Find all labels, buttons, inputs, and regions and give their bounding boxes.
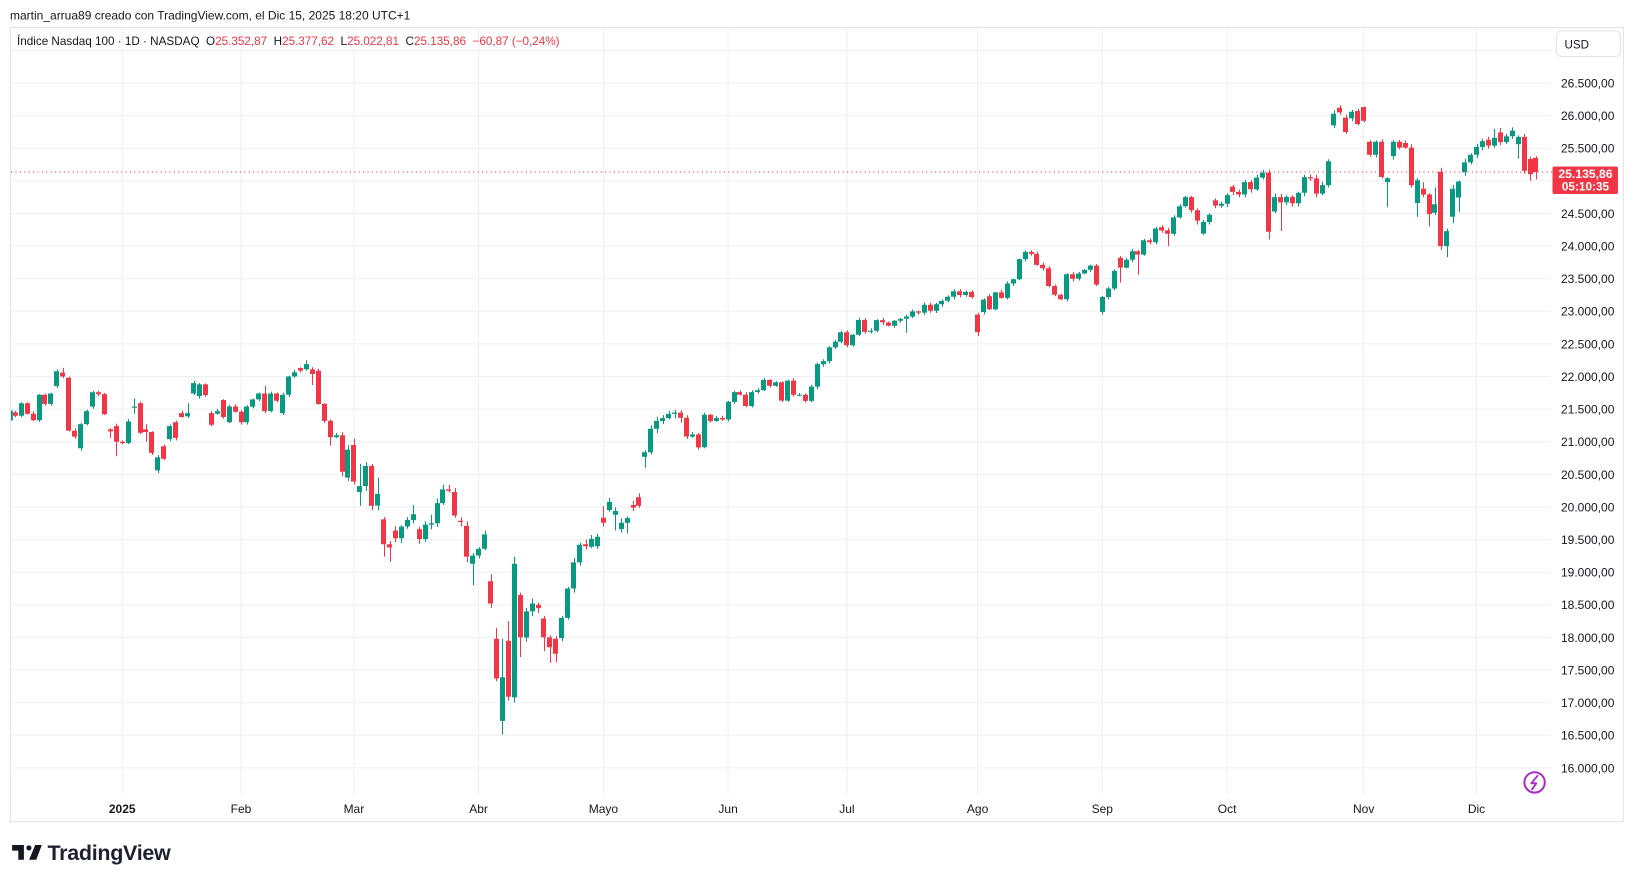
svg-text:Sep: Sep — [1092, 802, 1114, 816]
svg-text:17.500,00: 17.500,00 — [1561, 664, 1615, 678]
svg-text:Jul: Jul — [839, 802, 854, 816]
svg-text:23.500,00: 23.500,00 — [1561, 272, 1615, 286]
svg-text:Feb: Feb — [231, 802, 252, 816]
svg-text:2025: 2025 — [109, 802, 136, 816]
svg-text:21.000,00: 21.000,00 — [1561, 435, 1615, 449]
svg-text:22.000,00: 22.000,00 — [1561, 370, 1615, 384]
svg-text:20.500,00: 20.500,00 — [1561, 468, 1615, 482]
svg-text:Mayo: Mayo — [589, 802, 619, 816]
svg-text:26.000,00: 26.000,00 — [1561, 109, 1615, 123]
svg-text:Jun: Jun — [718, 802, 737, 816]
svg-text:26.500,00: 26.500,00 — [1561, 76, 1615, 90]
svg-text:Dic: Dic — [1468, 802, 1485, 816]
svg-text:21.500,00: 21.500,00 — [1561, 403, 1615, 417]
svg-text:TradingView: TradingView — [48, 841, 172, 865]
svg-text:Oct: Oct — [1218, 802, 1237, 816]
svg-text:19.500,00: 19.500,00 — [1561, 533, 1615, 547]
svg-text:Mar: Mar — [344, 802, 365, 816]
svg-text:05:10:35: 05:10:35 — [1562, 180, 1610, 194]
svg-text:Nov: Nov — [1353, 802, 1374, 816]
svg-text:25.135,86: 25.135,86 — [1558, 167, 1612, 181]
svg-text:martin_arrua89 creado con Trad: martin_arrua89 creado con TradingView.co… — [10, 9, 411, 23]
svg-text:17.000,00: 17.000,00 — [1561, 696, 1615, 710]
svg-text:USD: USD — [1565, 38, 1589, 51]
svg-text:22.500,00: 22.500,00 — [1561, 337, 1615, 351]
svg-text:19.000,00: 19.000,00 — [1561, 566, 1615, 580]
svg-text:20.000,00: 20.000,00 — [1561, 500, 1615, 514]
svg-text:Ago: Ago — [967, 802, 989, 816]
svg-text:24.000,00: 24.000,00 — [1561, 240, 1615, 254]
svg-text:18.500,00: 18.500,00 — [1561, 598, 1615, 612]
svg-text:23.000,00: 23.000,00 — [1561, 305, 1615, 319]
svg-text:25.500,00: 25.500,00 — [1561, 142, 1615, 156]
svg-text:16.000,00: 16.000,00 — [1561, 761, 1615, 775]
svg-text:24.500,00: 24.500,00 — [1561, 207, 1615, 221]
svg-text:Índice Nasdaq 100 · 1D · NASDA: Índice Nasdaq 100 · 1D · NASDAQ O25.352,… — [17, 35, 560, 48]
svg-text:Abr: Abr — [469, 802, 488, 816]
svg-text:16.500,00: 16.500,00 — [1561, 729, 1615, 743]
svg-text:18.000,00: 18.000,00 — [1561, 631, 1615, 645]
